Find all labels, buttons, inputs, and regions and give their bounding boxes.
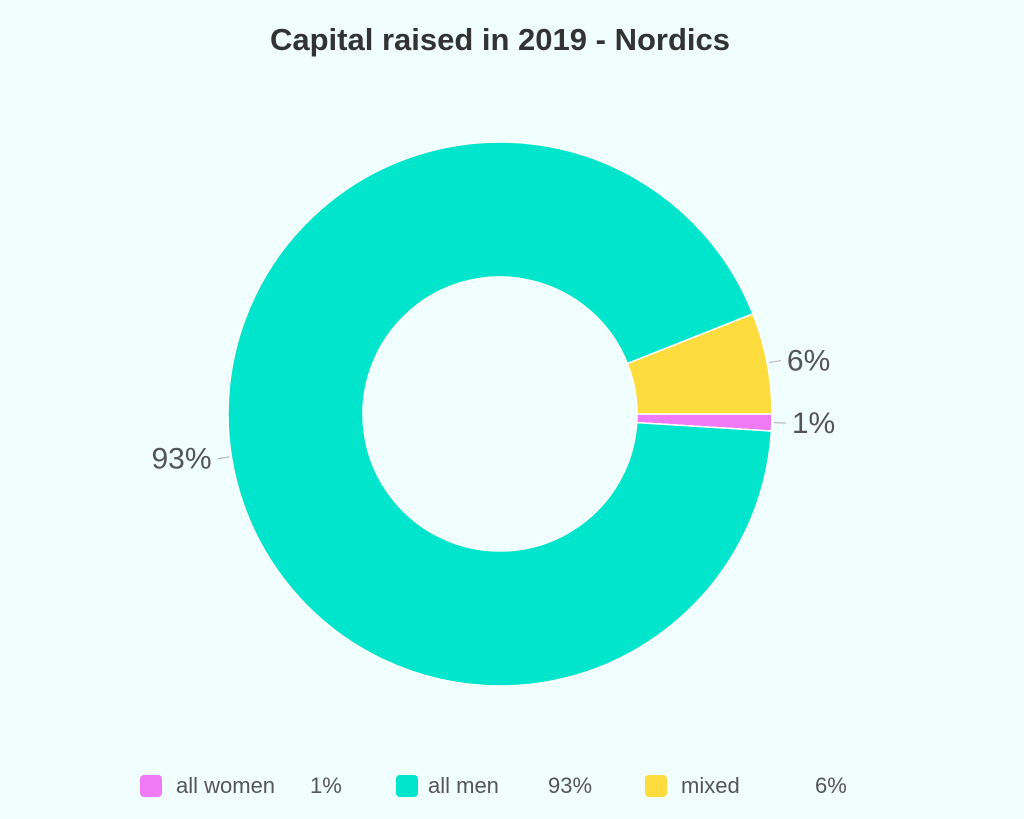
data-label-all-women: 1% <box>792 407 835 440</box>
slice-all-men[interactable] <box>227 141 773 687</box>
legend-item-mixed[interactable]: mixed 6% <box>645 770 865 802</box>
legend-label-all-women: all women <box>176 773 276 798</box>
legend-item-all-women[interactable]: all women 1% <box>140 770 360 802</box>
connector-mixed <box>769 359 782 364</box>
legend-label-mixed: mixed <box>681 773 740 798</box>
legend-item-all-men[interactable]: all men 93% <box>396 770 616 802</box>
legend-label-all-men: all men <box>428 773 499 798</box>
connector-all-men <box>217 456 230 460</box>
legend-value-mixed: 6% <box>815 773 847 798</box>
data-label-all-men: 93% <box>151 443 211 476</box>
legend-value-all-women: 1% <box>310 773 342 798</box>
legend-swatch-mixed <box>645 775 667 797</box>
legend-swatch-all-women <box>140 775 162 797</box>
legend: all women 1% all men 93% mixed 6% <box>0 770 1024 802</box>
chart-title: Capital raised in 2019 - Nordics <box>269 22 730 57</box>
legend-swatch-all-men <box>396 775 418 797</box>
slice-mixed[interactable] <box>626 312 773 415</box>
data-label-mixed: 6% <box>787 344 830 377</box>
legend-value-all-men: 93% <box>548 773 593 798</box>
